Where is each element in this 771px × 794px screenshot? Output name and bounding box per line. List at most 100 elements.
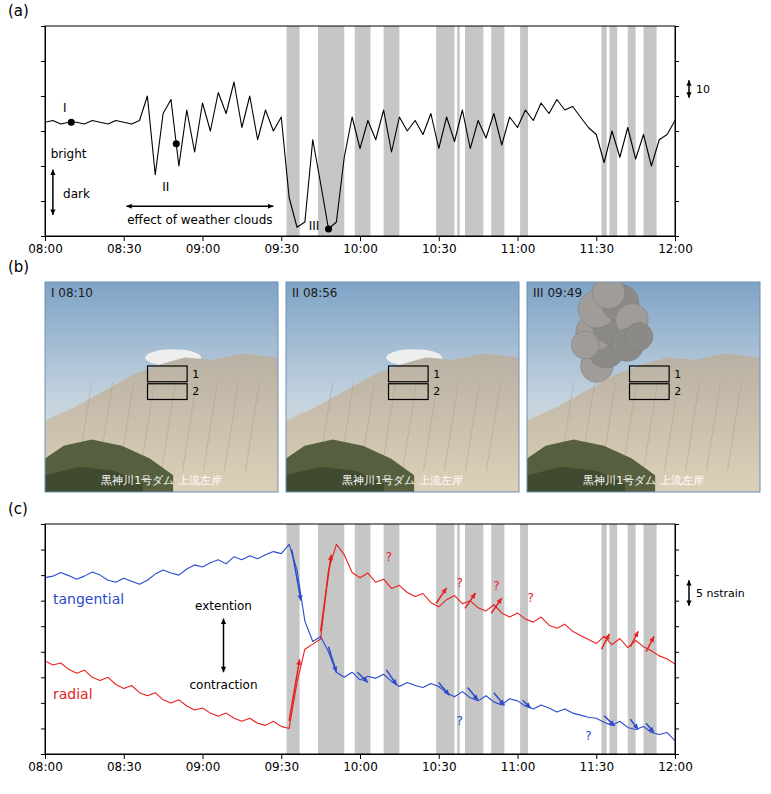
- photo-border: [45, 282, 278, 492]
- y-tick: [41, 601, 45, 602]
- x-tick-label: 11:00: [501, 242, 536, 256]
- shaded-interval: [644, 26, 657, 236]
- x-tick: 12:00: [658, 236, 693, 256]
- x-tick: 09:30: [264, 236, 299, 256]
- y-tick-mark: [41, 524, 45, 525]
- annotation-arrow-head: [444, 689, 449, 695]
- annotation-arrow-head: [633, 724, 638, 730]
- data-line: [45, 544, 675, 740]
- x-tick-label: 08:00: [28, 242, 63, 256]
- y-tick: [41, 201, 45, 202]
- photo-mountain: [45, 353, 278, 492]
- y-tick: [675, 524, 679, 525]
- annotation-arrow: [292, 550, 303, 601]
- y-tick: [41, 728, 45, 729]
- x-tick-mark: [124, 236, 125, 241]
- scale-bar-head: [686, 80, 691, 85]
- shaded-interval: [384, 524, 400, 754]
- photo-caption: 黒神川1号ダム 上流左岸: [101, 474, 222, 487]
- x-tick-label: 12:00: [658, 760, 693, 774]
- x-tick-label: 09:30: [264, 242, 299, 256]
- x-tick-mark: [360, 754, 361, 759]
- data-line: [45, 82, 675, 229]
- annotation-arrow: [321, 555, 333, 632]
- plot-frame: [45, 524, 675, 754]
- plot-area: [45, 524, 675, 754]
- x-tick-mark: [518, 754, 519, 759]
- photo-border: [527, 282, 760, 492]
- y-tick: [41, 754, 45, 755]
- y-tick-mark: [41, 550, 45, 551]
- annotation-arrow: [646, 636, 654, 651]
- shaded-interval: [520, 524, 528, 754]
- y-tick-mark: [675, 96, 679, 97]
- annotation-arrow-shaft: [126, 206, 273, 208]
- x-tick-label: 12:00: [658, 242, 693, 256]
- annotation: bright: [51, 147, 87, 161]
- plot-frame: [45, 26, 675, 236]
- x-tick-label: 11:00: [501, 760, 536, 774]
- annotation-arrow-head: [605, 634, 610, 640]
- photo-title: I 08:10: [51, 286, 93, 300]
- photo-gully: [203, 383, 217, 471]
- annotation: effect of weather clouds: [127, 213, 272, 227]
- y-axis-line: [675, 525, 676, 755]
- y-tick-mark: [675, 703, 679, 704]
- shaded-interval: [384, 26, 400, 236]
- roi-box: [148, 384, 188, 400]
- y-tick: [675, 96, 679, 97]
- x-tick-mark: [281, 236, 282, 241]
- x-tick-label: 08:30: [107, 242, 142, 256]
- roi-box: [630, 384, 670, 400]
- annotation-arrow-head: [649, 727, 654, 733]
- photo-gully: [685, 383, 699, 471]
- y-tick: [675, 550, 679, 551]
- y-tick-mark: [41, 703, 45, 704]
- photo-gully: [486, 383, 500, 471]
- y-tick: [41, 524, 45, 525]
- x-tick: 08:30: [107, 236, 142, 256]
- scale-bar-head: [686, 580, 691, 585]
- annotation-arrow-head: [296, 659, 301, 665]
- y-tick-mark: [675, 601, 679, 602]
- annotation-arrow-shaft: [523, 700, 531, 708]
- y-tick-mark: [41, 728, 45, 729]
- annotation-arrow: [386, 670, 397, 685]
- annotation-arrow-shaft: [436, 588, 447, 603]
- x-tick: 11:00: [501, 754, 536, 774]
- x-tick-mark: [203, 754, 204, 759]
- annotation-arrow: [126, 204, 273, 209]
- x-tick: 08:00: [28, 236, 63, 256]
- y-tick: [41, 166, 45, 167]
- y-tick-mark: [41, 61, 45, 62]
- y-tick-mark: [675, 626, 679, 627]
- y-tick-mark: [675, 131, 679, 132]
- x-tick-mark: [45, 236, 46, 241]
- annotation-arrow: [630, 719, 638, 729]
- annotation-arrow-shaft: [491, 598, 502, 613]
- roi-label: 1: [433, 368, 440, 381]
- annotation: dark: [63, 187, 90, 201]
- annotation-arrow: [50, 170, 55, 216]
- photo-border: [286, 282, 519, 492]
- y-tick-mark: [675, 677, 679, 678]
- y-tick-mark: [675, 26, 679, 27]
- y-tick-mark: [675, 575, 679, 576]
- y-tick-mark: [675, 754, 679, 755]
- photo-gully: [644, 383, 658, 471]
- shaded-interval: [609, 524, 617, 754]
- annotation-arrow-shaft: [630, 719, 638, 729]
- x-tick-label: 09:00: [186, 242, 221, 256]
- y-tick: [41, 677, 45, 678]
- y-tick: [675, 26, 679, 27]
- annotation-arrow-shaft: [52, 170, 54, 216]
- x-tick-label: 11:30: [579, 242, 614, 256]
- panel-label: (b): [8, 258, 29, 276]
- photo-gully: [224, 383, 238, 471]
- roi-box: [389, 366, 429, 382]
- annotation-arrow-head: [221, 619, 226, 624]
- photo: 12II 08:56黒神川1号ダム 上流左岸: [286, 282, 519, 492]
- x-tick-label: 11:30: [579, 760, 614, 774]
- annotation-arrow-shaft: [604, 716, 615, 726]
- y-tick-mark: [675, 524, 679, 525]
